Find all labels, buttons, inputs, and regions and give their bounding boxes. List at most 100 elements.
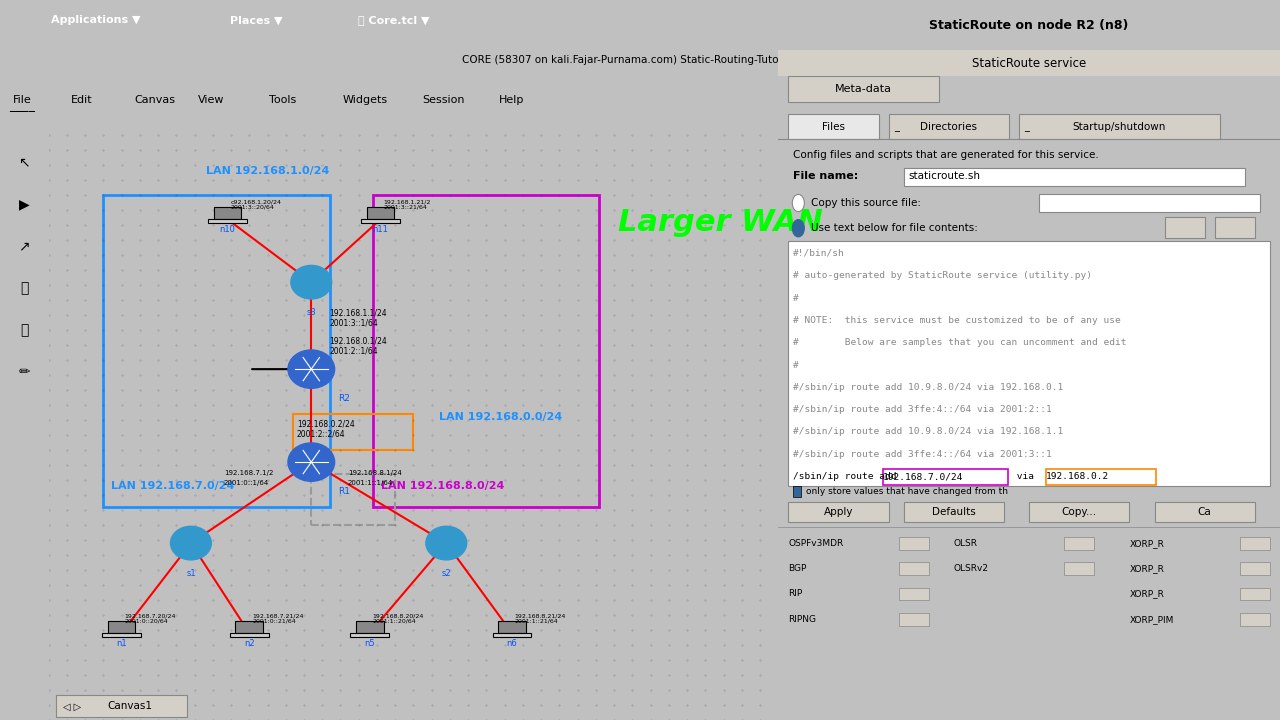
Text: Session: Session: [422, 96, 465, 105]
Bar: [788, 76, 938, 102]
Bar: [1155, 502, 1254, 522]
Text: n6: n6: [507, 639, 517, 648]
Text: 2001:2::2/64: 2001:2::2/64: [297, 430, 346, 439]
Text: n2: n2: [244, 639, 255, 648]
Text: 2001:0::1/64: 2001:0::1/64: [224, 480, 269, 486]
Text: 192.168.8.21/24: 192.168.8.21/24: [515, 613, 566, 618]
Text: 🌿 Core.tcl ▼: 🌿 Core.tcl ▼: [358, 15, 430, 25]
Text: File: File: [13, 96, 32, 105]
Bar: [1240, 588, 1270, 600]
Text: Meta-data: Meta-data: [835, 84, 892, 94]
Text: File name:: File name:: [794, 171, 859, 181]
Text: 192.168.7.1/2: 192.168.7.1/2: [224, 470, 273, 477]
Text: Directories: Directories: [920, 122, 978, 132]
Text: R2: R2: [338, 395, 351, 403]
Text: via: via: [1010, 472, 1039, 481]
Text: 192.168.1.21/2: 192.168.1.21/2: [384, 200, 431, 205]
Text: Larger WAN: Larger WAN: [618, 207, 823, 237]
Text: Edit: Edit: [70, 96, 92, 105]
Text: # NOTE:  this service must be customized to be of any use: # NOTE: this service must be customized …: [794, 316, 1121, 325]
Bar: [1029, 502, 1129, 522]
Text: n11: n11: [372, 225, 389, 234]
Text: Copy...: Copy...: [1061, 507, 1097, 517]
Bar: [899, 537, 929, 550]
Bar: [56, 696, 187, 717]
Bar: [1240, 562, 1270, 575]
Bar: [778, 50, 1280, 76]
Bar: [899, 588, 929, 600]
Bar: [1240, 613, 1270, 626]
Text: 192.168.7.21/24: 192.168.7.21/24: [252, 613, 303, 618]
Bar: [788, 502, 888, 522]
Text: OLSRv2: OLSRv2: [954, 564, 989, 573]
Text: LAN 192.168.1.0/24: LAN 192.168.1.0/24: [206, 166, 329, 176]
Circle shape: [170, 526, 211, 560]
Text: 2001:0::21/64: 2001:0::21/64: [252, 618, 296, 624]
Bar: [899, 562, 929, 575]
Bar: [1019, 114, 1220, 139]
Text: 192.168.0.2/24: 192.168.0.2/24: [297, 419, 355, 428]
Bar: [356, 621, 384, 633]
Text: Places ▼: Places ▼: [230, 15, 283, 25]
Text: 🌐: 🌐: [20, 282, 28, 295]
Text: ↖: ↖: [18, 156, 31, 169]
Text: #!/bin/sh: #!/bin/sh: [794, 249, 845, 258]
Text: _: _: [893, 122, 899, 132]
Text: ↗: ↗: [18, 239, 31, 253]
Text: ✏: ✏: [18, 365, 31, 379]
Bar: [351, 633, 389, 636]
Bar: [1165, 217, 1204, 238]
Text: RIP: RIP: [788, 590, 803, 598]
Text: R1: R1: [338, 487, 351, 496]
Bar: [311, 474, 396, 525]
Bar: [367, 207, 394, 219]
Bar: [899, 613, 929, 626]
Circle shape: [792, 220, 804, 237]
Bar: [904, 502, 1004, 522]
Bar: [361, 219, 401, 223]
Text: #: #: [794, 294, 799, 302]
Text: _: _: [1024, 122, 1029, 132]
Text: staticroute.sh: staticroute.sh: [909, 171, 980, 181]
Bar: [1039, 194, 1260, 212]
Text: View: View: [198, 96, 225, 105]
Text: 2001:1::20/64: 2001:1::20/64: [372, 618, 416, 624]
Text: #/sbin/ip route add 10.9.8.0/24 via 192.168.1.1: #/sbin/ip route add 10.9.8.0/24 via 192.…: [794, 428, 1064, 436]
Text: # auto-generated by StaticRoute service (utility.py): # auto-generated by StaticRoute service …: [794, 271, 1092, 280]
Text: Thu 13:11: Thu 13:11: [858, 14, 928, 27]
Text: n5: n5: [365, 639, 375, 648]
Text: Copy this source file:: Copy this source file:: [810, 198, 920, 208]
Text: Config files and scripts that are generated for this service.: Config files and scripts that are genera…: [794, 150, 1100, 160]
Bar: [778, 0, 1280, 50]
Text: Applications ▼: Applications ▼: [51, 15, 141, 25]
Bar: [236, 621, 264, 633]
Text: 192.168.0.1/24: 192.168.0.1/24: [329, 336, 388, 346]
Text: RIPNG: RIPNG: [788, 615, 817, 624]
Text: Files: Files: [822, 122, 845, 132]
Bar: [1064, 562, 1094, 575]
Text: Ca: Ca: [1198, 507, 1212, 517]
Text: 192.168.8.20/24: 192.168.8.20/24: [372, 613, 424, 618]
Text: LAN 192.168.8.0/24: LAN 192.168.8.0/24: [380, 481, 504, 491]
Bar: [108, 621, 136, 633]
Bar: [207, 219, 247, 223]
Text: #        Below are samples that you can uncomment and edit: # Below are samples that you can uncomme…: [794, 338, 1126, 347]
Text: 2001:0::20/64: 2001:0::20/64: [124, 618, 168, 624]
Bar: [883, 469, 1009, 485]
Text: n10: n10: [219, 225, 236, 234]
Text: 192.168.8.1/24: 192.168.8.1/24: [348, 470, 402, 477]
Text: 2001:3::1/64: 2001:3::1/64: [329, 318, 379, 328]
Text: ▔▔▔▔: ▔▔▔▔: [9, 109, 35, 119]
Text: 2001:1::1/64: 2001:1::1/64: [348, 480, 393, 486]
Circle shape: [288, 443, 334, 481]
Bar: [230, 633, 269, 636]
Bar: [1064, 537, 1094, 550]
Bar: [293, 414, 413, 450]
Text: #/sbin/ip route add 10.9.8.0/24 via 192.168.0.1: #/sbin/ip route add 10.9.8.0/24 via 192.…: [794, 383, 1064, 392]
Text: /sbin/ip route add: /sbin/ip route add: [794, 472, 902, 481]
Bar: [888, 114, 1009, 139]
Bar: [1240, 537, 1270, 550]
Circle shape: [288, 350, 334, 388]
Text: 🌐: 🌐: [20, 323, 28, 337]
Text: Apply: Apply: [824, 507, 854, 517]
